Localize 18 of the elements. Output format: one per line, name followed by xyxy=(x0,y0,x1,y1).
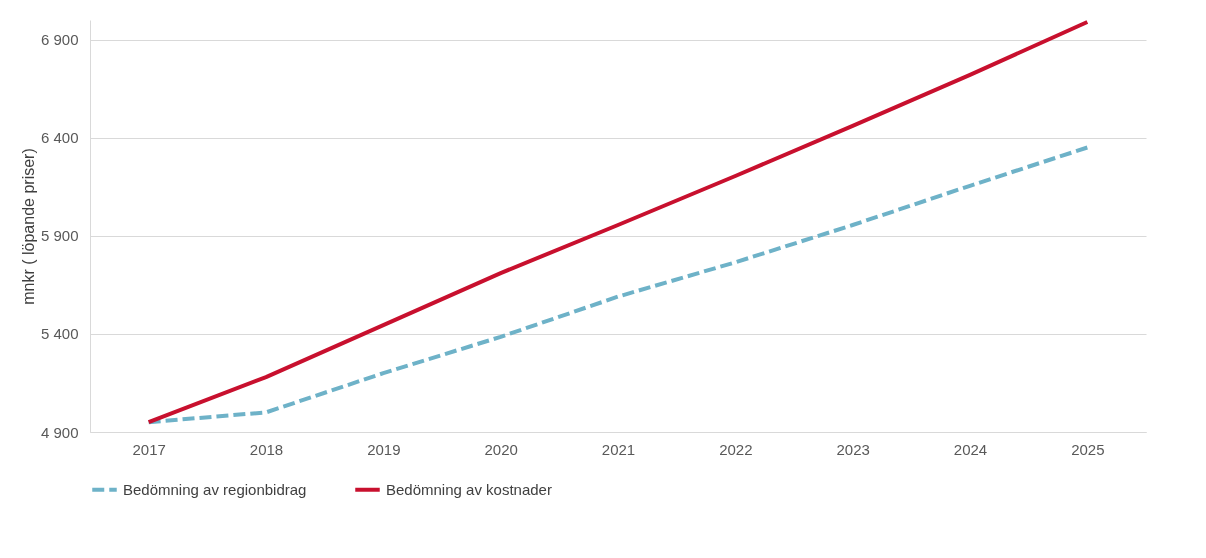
line-series xyxy=(146,19,1090,425)
x-tick-label: 2022 xyxy=(719,440,753,458)
x-tick-label: 2019 xyxy=(367,440,401,458)
x-tick-label: 2020 xyxy=(484,440,518,458)
x-tick-label: 2021 xyxy=(601,440,636,458)
y-tick-label: 6 400 xyxy=(40,129,79,147)
x-tick-label: 2023 xyxy=(836,440,870,458)
legend-label: Bedömning av regionbidrag xyxy=(123,480,307,498)
y-tick-label: 4 900 xyxy=(40,423,79,441)
x-tick-label: 2018 xyxy=(249,440,284,458)
y-tick-label: 5 400 xyxy=(40,325,79,343)
y-axis-title: mnkr ( löpande priser) xyxy=(19,148,37,305)
y-tick-label: 5 900 xyxy=(40,227,79,245)
x-tick-label: 2025 xyxy=(1071,440,1105,458)
x-tick-label: 2017 xyxy=(132,440,166,458)
legend-label: Bedömning av kostnader xyxy=(386,480,552,498)
y-tick-label: 6 900 xyxy=(40,31,79,49)
x-tick-label: 2024 xyxy=(953,440,988,458)
